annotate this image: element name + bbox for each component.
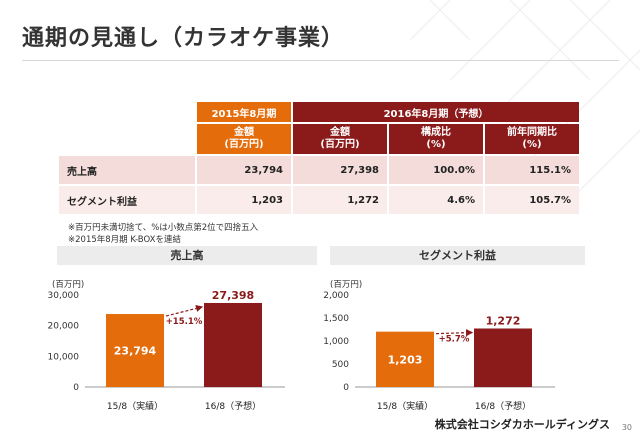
table-header-row: 2015年8月期 2016年8月期（予想） [59,102,579,122]
note-2: ※2015年8月期 K-BOXを連結 [68,235,181,245]
company-name: 株式会社コシダカホールディングス [434,418,610,431]
sub-amount-2015: 金額 (百万円) [197,124,291,154]
cell-ratio: 4.6% [389,186,483,214]
bar [106,314,164,387]
table-row: 売上高 23,794 27,398 100.0% 115.1% [59,156,579,184]
header-2015: 2015年8月期 [197,102,291,122]
y-tick-label: 20,000 [48,322,80,332]
bar [474,328,532,387]
cell-yoy: 115.1% [485,156,579,184]
row-label: 売上高 [59,156,195,184]
page-number: 30 [621,423,632,432]
y-tick-label: 0 [73,383,79,393]
y-tick-label: 1,000 [323,337,349,347]
cell-2016: 1,272 [293,186,387,214]
y-tick-label: 0 [343,383,349,393]
sales-chart: 30,000 20,000 10,000 0 15/8（実績） 16/8（予想） 23,79… [48,289,285,412]
growth-arrow [165,304,204,317]
profit-chart-title: セグメント利益 [330,246,585,265]
bar [376,331,434,387]
sales-unit: (百万円) [52,280,85,290]
page-title: 通期の見通し（カラオケ事業） [22,26,345,51]
y-tick-label: 2,000 [323,291,349,301]
title-divider [22,60,619,61]
x-tick-label: 15/8（実績） [107,400,163,412]
sub-amount-2016: 金額 (百万円) [293,124,387,154]
data-label: 23,794 [114,345,157,358]
data-label: 1,272 [486,314,521,327]
sub-yoy: 前年同期比 (%) [485,124,579,154]
bar [204,302,262,387]
x-tick-label: 15/8（実績） [377,400,433,412]
y-tick-label: 500 [332,360,349,370]
cell-ratio: 100.0% [389,156,483,184]
y-tick-label: 1,500 [323,314,349,324]
decorative-pattern [409,0,640,200]
y-tick-label: 30,000 [48,291,80,301]
cell-yoy: 105.7% [485,186,579,214]
profit-chart: 2,000 1,500 1,000 500 0 15/8（実績） 16/8（予想） 1,203… [323,291,555,412]
sub-ratio: 構成比 (%) [389,124,483,154]
x-tick-label: 16/8（予想） [205,400,261,412]
cell-2016: 27,398 [293,156,387,184]
header-2016: 2016年8月期（予想） [293,102,579,122]
growth-label: +15.1% [166,317,203,327]
x-tick-label: 16/8（予想） [475,400,531,412]
table-subheader-row: 金額 (百万円) 金額 (百万円) 構成比 (%) 前年同期比 (%) [59,124,579,154]
data-label: 27,398 [212,289,254,302]
profit-unit: (百万円) [330,280,363,290]
table-row: セグメント利益 1,203 1,272 4.6% 105.7% [59,186,579,214]
cell-2015: 1,203 [197,186,291,214]
sales-chart-title: 売上高 [57,246,317,265]
data-label: 1,203 [388,353,423,366]
y-tick-label: 10,000 [48,352,80,362]
note-1: ※百万円未満切捨て、%は小数点第2位で四捨五入 [68,223,259,233]
growth-label: +5.7% [439,335,470,345]
growth-arrow [435,329,474,337]
row-label: セグメント利益 [59,186,195,214]
cell-2015: 23,794 [197,156,291,184]
forecast-table: 2015年8月期 2016年8月期（予想） 金額 (百万円) 金額 (百万円) … [57,100,581,216]
